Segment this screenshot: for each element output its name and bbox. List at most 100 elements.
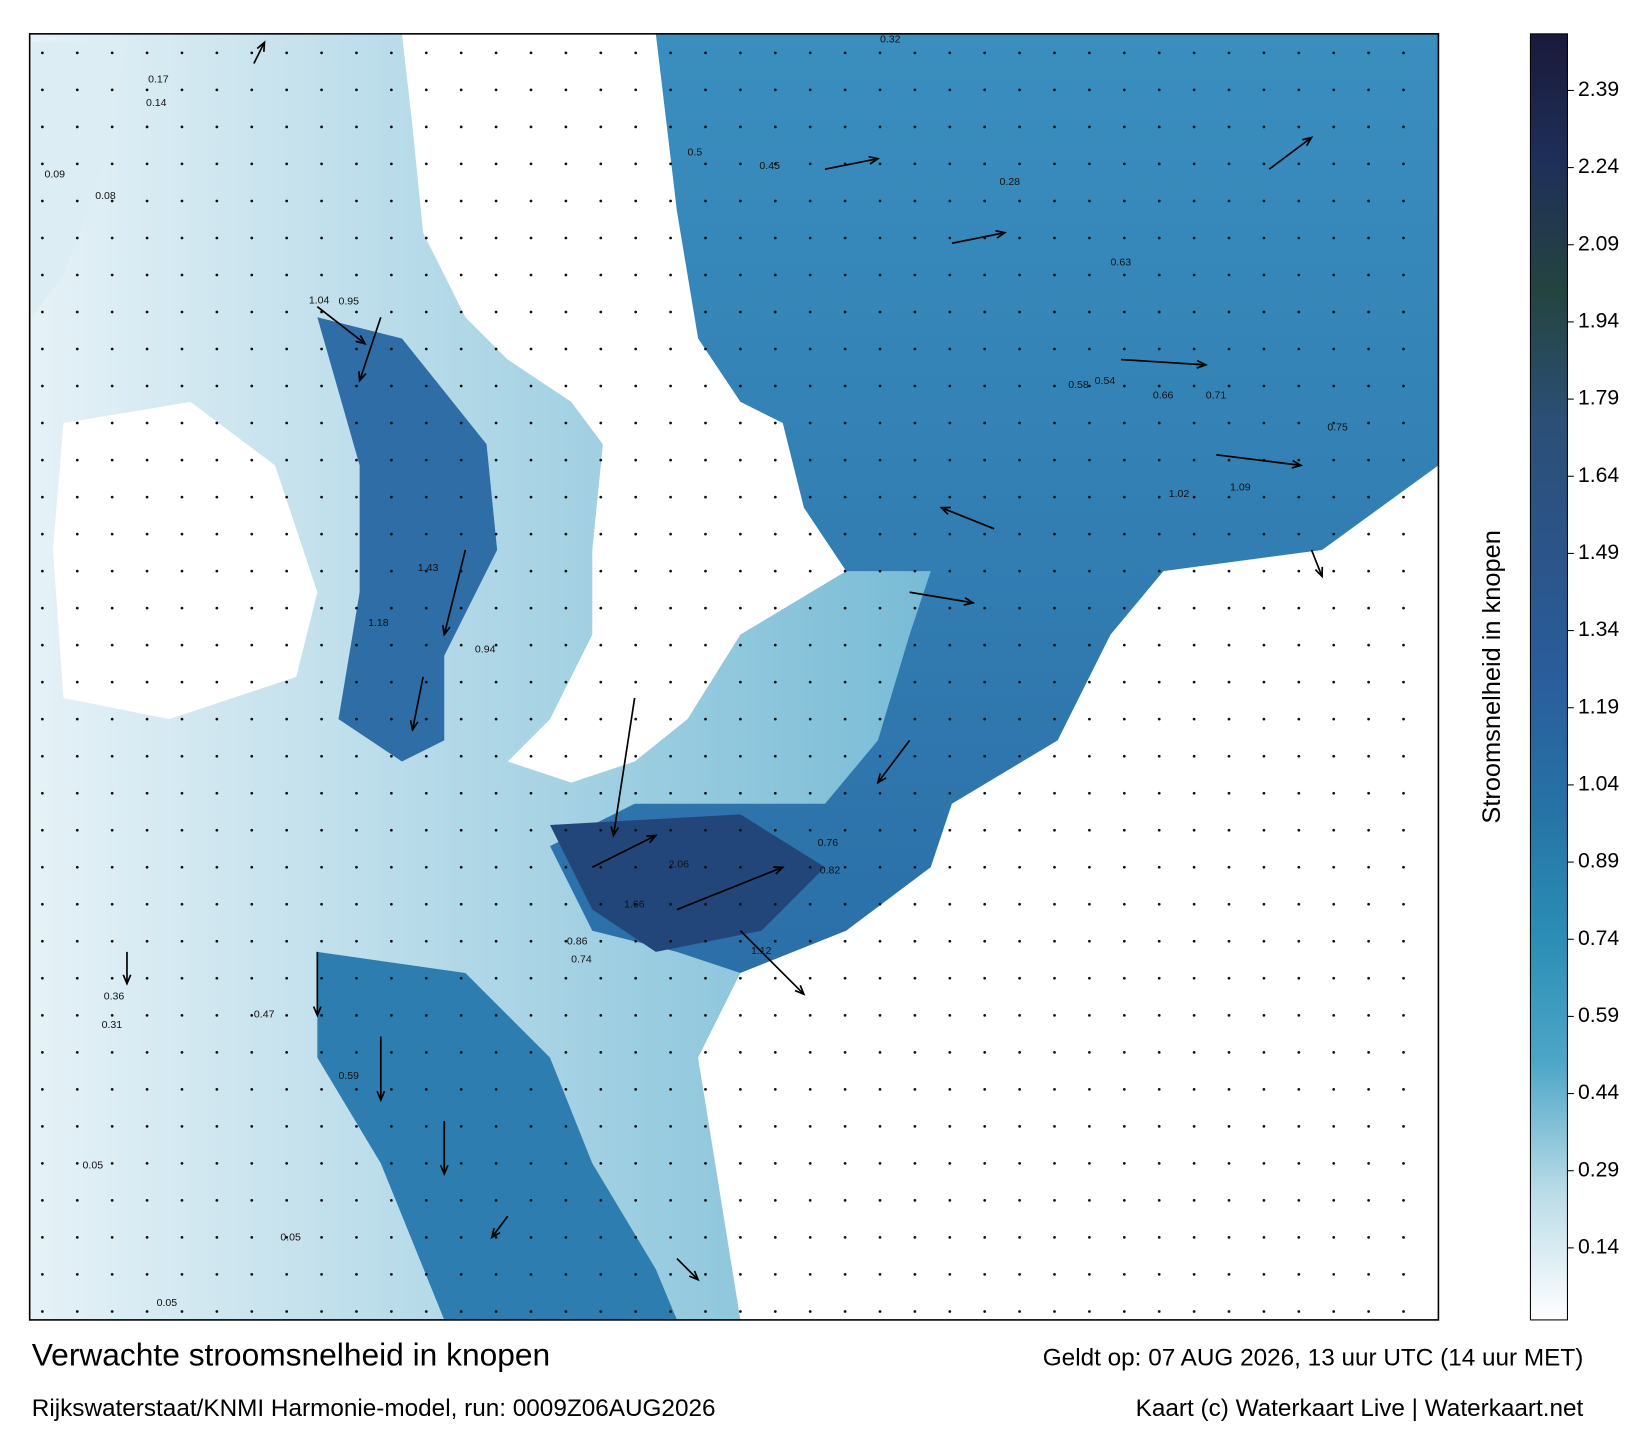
grid-dot (110, 347, 114, 351)
grid-dot (1402, 162, 1405, 166)
grid-dot (634, 1199, 638, 1202)
grid-dot (1088, 717, 1091, 721)
grid-dot (424, 1273, 428, 1276)
grid-dot (110, 680, 114, 684)
grid-dot (948, 1273, 952, 1276)
grid-dot (808, 532, 812, 536)
grid-dot (355, 1236, 358, 1239)
credit: Kaart (c) Waterkaart Live | Waterkaart.n… (1136, 1395, 1584, 1422)
grid-dot (1227, 88, 1231, 92)
grid-dot (110, 828, 114, 832)
grid-dot (843, 606, 847, 610)
grid-dot (355, 1310, 358, 1313)
grid-dot (320, 754, 323, 758)
grid-dot (1332, 754, 1336, 758)
grid-dot (1332, 939, 1336, 943)
grid-dot (739, 88, 742, 92)
grid-dot (913, 162, 917, 166)
grid-dot (669, 162, 672, 166)
grid-dot (250, 88, 254, 92)
grid-dot (1192, 199, 1196, 203)
grid-dot (40, 162, 44, 166)
grid-dot (320, 1273, 323, 1276)
speed-label: 0.86 (567, 935, 588, 947)
grid-dot (110, 384, 114, 388)
grid-dot (948, 532, 952, 536)
channel-south (317, 951, 677, 1320)
grid-dot (494, 125, 498, 129)
grid-dot (1332, 347, 1336, 351)
grid-dot (704, 51, 707, 55)
grid-dot (1122, 458, 1126, 462)
arrow-head (773, 866, 785, 875)
grid-dot (250, 754, 254, 758)
grid-dot (1018, 51, 1021, 55)
grid-dot (599, 532, 603, 536)
grid-dot (285, 273, 289, 277)
grid-dot (704, 902, 707, 906)
grid-dot (913, 865, 917, 869)
grid-dot (983, 902, 987, 906)
grid-dot (878, 939, 882, 943)
grid-dot (145, 162, 149, 166)
grid-dot (110, 458, 114, 462)
grid-dot (1018, 717, 1021, 721)
grid-dot (1192, 569, 1196, 573)
grid-dot (1367, 680, 1370, 684)
colorbar-tick-label: 1.94 (1578, 310, 1619, 333)
grid-dot (1297, 125, 1301, 129)
grid-dot (494, 384, 498, 388)
grid-dot (1332, 88, 1336, 92)
grid-dot (1088, 384, 1091, 388)
grid-dot (424, 606, 428, 610)
grid-dot (1367, 88, 1370, 92)
grid-dot (564, 162, 568, 166)
arrow-head (122, 974, 132, 986)
grid-dot (390, 643, 393, 647)
arrow-head (441, 625, 451, 637)
grid-dot (634, 310, 638, 314)
grid-dot (215, 347, 219, 351)
grid-dot (704, 421, 707, 425)
grid-dot (40, 828, 44, 832)
grid-dot (808, 828, 812, 832)
grid-dot (424, 717, 428, 721)
grid-dot (390, 1124, 393, 1128)
grid-dot (1053, 1199, 1056, 1202)
arrow-shaft (591, 834, 657, 869)
grid-dot (1367, 791, 1370, 795)
grid-dot (40, 902, 44, 906)
grid-dot (494, 1236, 498, 1239)
arrow-head (256, 40, 266, 52)
grid-dot (250, 1236, 254, 1239)
grid-dot (1157, 51, 1161, 55)
grid-dot (215, 236, 219, 240)
grid-dot (110, 1199, 114, 1202)
grid-dot (634, 865, 638, 869)
grid-dot (250, 458, 254, 462)
grid-dot (669, 421, 672, 425)
grid-dot (1157, 273, 1161, 277)
grid-dot (739, 495, 742, 499)
grid-dot (40, 51, 44, 55)
grid-dot (843, 88, 847, 92)
grid-dot (180, 125, 184, 129)
grid-dot (1262, 162, 1266, 166)
grid-dot (983, 1013, 987, 1017)
grid-dot (145, 1162, 149, 1165)
speed-labels: 0.170.140.090.081.04 0.951.431.180.942.06… (44, 34, 1348, 1309)
grid-dot (1402, 199, 1405, 203)
grid-dot (878, 1310, 882, 1313)
grid-dot (110, 421, 114, 425)
grid-dot (1402, 88, 1405, 92)
grid-dot (1402, 532, 1405, 536)
grid-dot (1053, 1124, 1056, 1128)
grid-dot (75, 532, 79, 536)
grid-dot (459, 458, 463, 462)
grid-dot (1157, 199, 1161, 203)
grid-dot (424, 643, 428, 647)
grid-dot (1262, 310, 1266, 314)
grid-dot (1088, 51, 1091, 55)
grid-dot (808, 643, 812, 647)
arrow-shaft (1216, 453, 1302, 467)
